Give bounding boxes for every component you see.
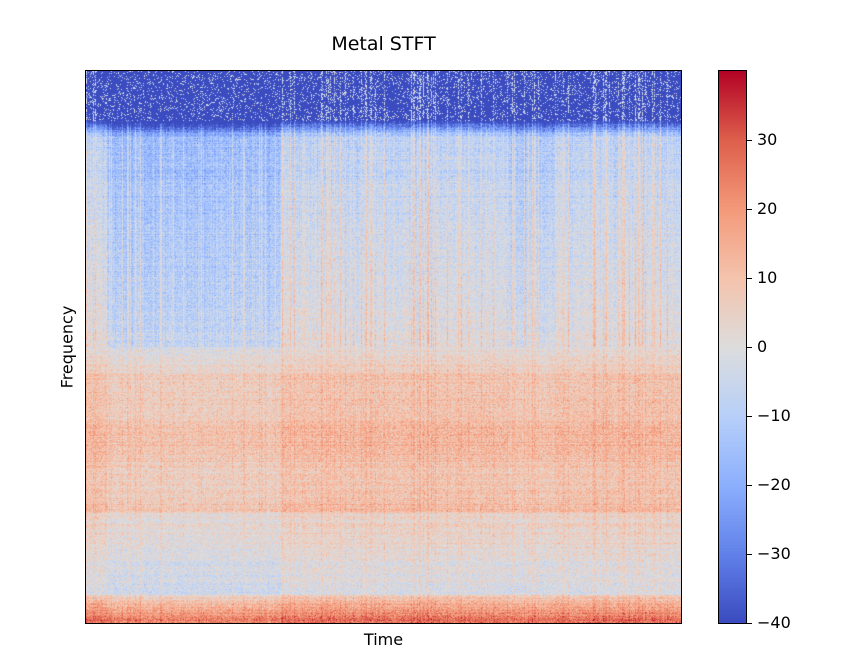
colorbar-tick xyxy=(746,623,752,624)
spectrogram-heatmap xyxy=(86,71,681,623)
colorbar-tick-label: 20 xyxy=(757,201,777,217)
colorbar-tick-label: −20 xyxy=(757,477,791,493)
colorbar-tick xyxy=(746,278,752,279)
colorbar-tick-label: 0 xyxy=(757,339,767,355)
colorbar-tick xyxy=(746,347,752,348)
colorbar-tick xyxy=(746,485,752,486)
colorbar-tick-label: −40 xyxy=(757,615,791,631)
colorbar-tick-label: −30 xyxy=(757,546,791,562)
y-axis-label: Frequency xyxy=(58,306,77,389)
colorbar xyxy=(719,71,746,623)
chart-title: Metal STFT xyxy=(86,33,681,55)
colorbar-tick-label: 10 xyxy=(757,270,777,286)
colorbar-tick xyxy=(746,554,752,555)
colorbar-tick-label: 30 xyxy=(757,132,777,148)
colorbar-tick xyxy=(746,209,752,210)
colorbar-tick xyxy=(746,416,752,417)
x-axis-label: Time xyxy=(86,630,681,649)
colorbar-tick-label: −10 xyxy=(757,408,791,424)
colorbar-tick xyxy=(746,140,752,141)
